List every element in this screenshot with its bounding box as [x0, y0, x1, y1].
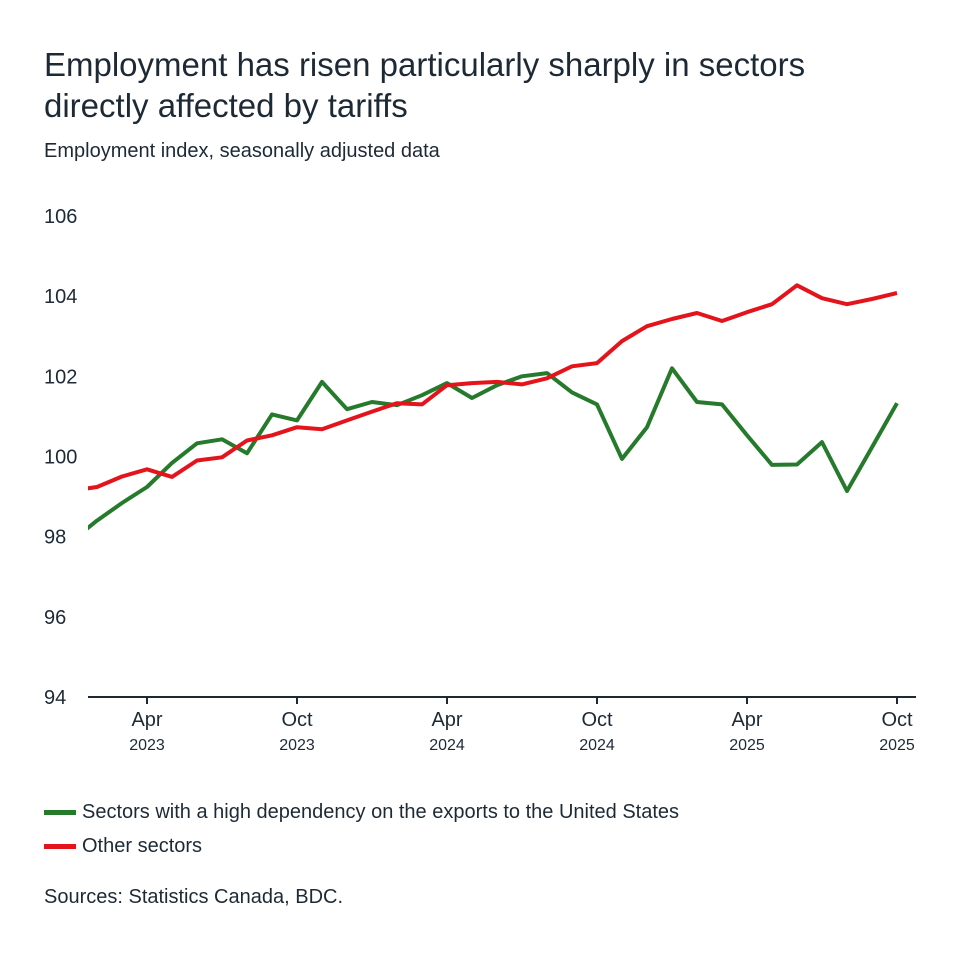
x-tick-label: Apr: [731, 709, 762, 731]
source-note: Sources: Statistics Canada, BDC.: [44, 886, 344, 908]
y-tick-label: 104: [44, 286, 77, 308]
y-tick-label: 98: [44, 527, 66, 549]
legend-item-high-dependency: Sectors with a high dependency on the ex…: [44, 795, 679, 829]
x-tick-label: Apr: [131, 709, 162, 731]
series-line-other-sectors: [88, 283, 898, 491]
series-line-high-dependency: [88, 366, 899, 531]
x-tick-year: 2025: [879, 737, 915, 754]
x-tick-label: Oct: [281, 709, 313, 731]
legend-swatch: [44, 843, 76, 849]
plot-area: [88, 283, 899, 531]
legend: Sectors with a high dependency on the ex…: [44, 795, 679, 863]
chart-title: Employment has risen particularly sharpl…: [44, 46, 806, 124]
legend-label: Other sectors: [82, 834, 203, 857]
x-tick-year: 2024: [429, 737, 465, 754]
x-tick-label: Oct: [581, 709, 613, 731]
legend-swatch: [44, 809, 76, 815]
legend-item-other-sectors: Other sectors: [44, 829, 679, 863]
x-tick-year: 2024: [579, 737, 615, 754]
y-tick-label: 106: [44, 206, 77, 228]
x-tick-year: 2023: [129, 737, 165, 754]
x-tick-year: 2025: [729, 737, 765, 754]
x-tick-year: 2023: [279, 737, 315, 754]
y-tick-label: 96: [44, 607, 66, 629]
legend-label: Sectors with a high dependency on the ex…: [82, 800, 680, 823]
y-tick-label: 102: [44, 366, 77, 388]
y-tick-label: 100: [44, 447, 77, 469]
chart-subtitle: Employment index, seasonally adjusted da…: [44, 140, 440, 162]
y-tick-label: 94: [44, 687, 66, 709]
x-tick-label: Apr: [431, 709, 462, 731]
x-tick-label: Oct: [881, 709, 913, 731]
